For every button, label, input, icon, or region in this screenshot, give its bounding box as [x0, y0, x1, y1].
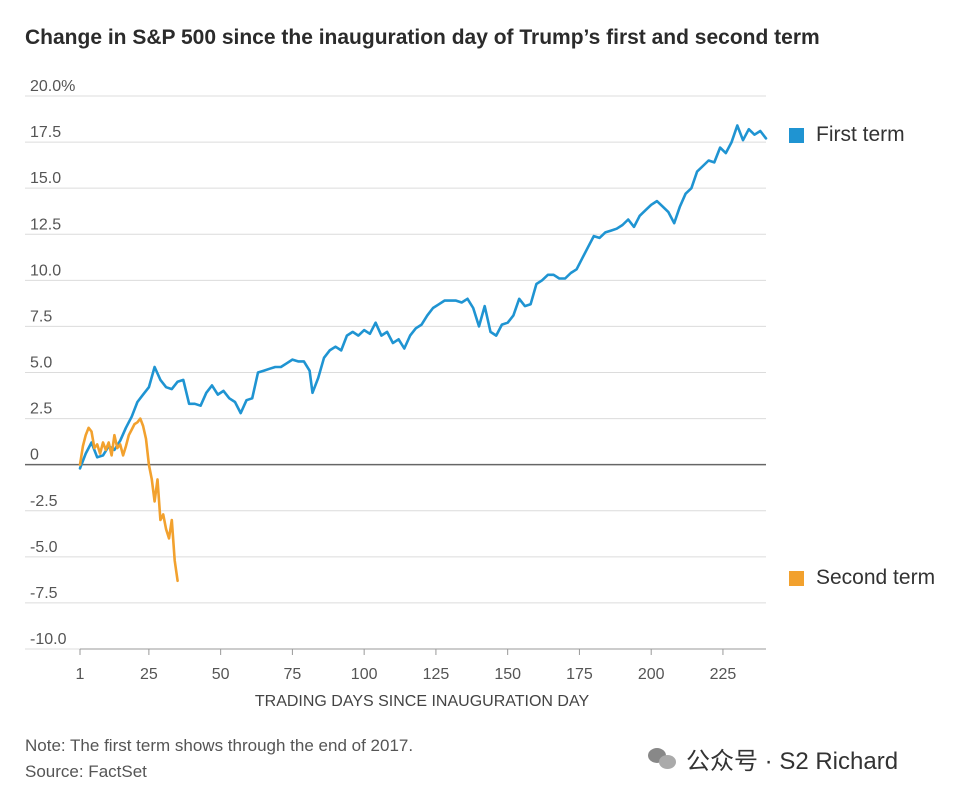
y-tick-label: 7.5: [30, 308, 52, 325]
chart-title: Change in S&P 500 since the inauguration…: [25, 26, 820, 49]
legend-swatch-first-term: [789, 127, 804, 143]
wechat-icon: [648, 746, 678, 772]
watermark-text: 公众号 · S2 Richard: [686, 748, 899, 775]
y-tick-label: -10.0: [30, 631, 67, 648]
chart-footnote: Note: The first term shows through the e…: [25, 733, 413, 785]
y-tick-label: 15.0: [30, 170, 61, 187]
y-tick-label: 12.5: [30, 216, 61, 233]
x-tick-label: 1: [76, 666, 85, 683]
x-tick-label: 125: [423, 666, 450, 683]
x-tick-label: 25: [140, 666, 158, 683]
y-tick-label: -7.5: [30, 585, 58, 602]
y-tick-label: 17.5: [30, 124, 61, 141]
y-tick-label: 10.0: [30, 262, 61, 279]
legend-second-term: Second term: [789, 566, 935, 590]
x-tick-label: 200: [638, 666, 665, 683]
x-axis-tick-labels: 1 25 50 75 100 125 150 175 200 225: [76, 648, 766, 683]
source-text: Source: FactSet: [25, 762, 147, 781]
y-tick-label: -2.5: [30, 493, 58, 510]
y-axis-tick-labels: 20.0% 17.5 15.0 12.5 10.0 7.5 5.0 2.5 0 -2.5 -5.0 -…: [30, 78, 75, 648]
y-tick-label: 20.0%: [30, 78, 75, 95]
gridlines: [25, 95, 766, 650]
x-tick-label: 50: [212, 666, 230, 683]
series-lines: [78, 124, 768, 583]
y-tick-label: 0: [30, 447, 39, 464]
y-tick-label: 5.0: [30, 355, 52, 372]
watermark: 公众号 · S2 Richard: [648, 741, 898, 776]
legend-first-term: First term: [789, 123, 905, 147]
y-tick-label: -5.0: [30, 539, 58, 556]
x-tick-label: 175: [566, 666, 593, 683]
y-tick-label: 2.5: [30, 401, 52, 418]
x-tick-label: 75: [284, 666, 302, 683]
legend-label-second-term: Second term: [816, 566, 936, 589]
x-tick-label: 100: [351, 666, 378, 683]
legend-label-first-term: First term: [816, 123, 905, 146]
series-line-first-term: [78, 124, 768, 470]
note-text: Note: The first term shows through the e…: [25, 736, 414, 755]
x-tick-label: 150: [494, 666, 521, 683]
x-tick-label: 225: [710, 666, 737, 683]
legend-swatch-second-term: [789, 570, 804, 586]
x-axis-label: TRADING DAYS SINCE INAUGURATION DAY: [255, 693, 590, 710]
series-line-second-term: [78, 417, 179, 583]
